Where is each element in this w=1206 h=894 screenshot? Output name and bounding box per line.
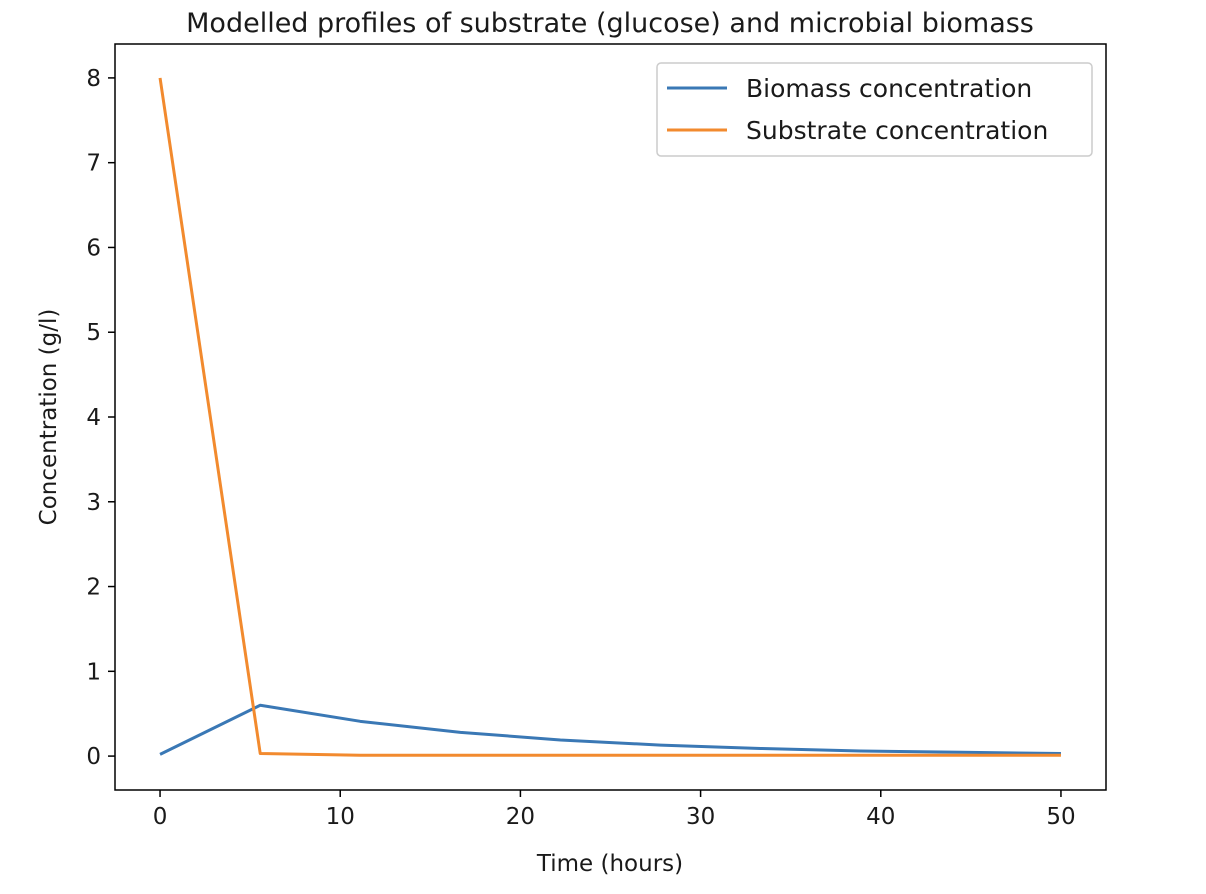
y-tick-label-2: 2 xyxy=(86,575,101,601)
x-tick-label-0: 0 xyxy=(153,804,168,830)
x-tick-label-2: 20 xyxy=(506,804,535,830)
x-tick-label-3: 30 xyxy=(686,804,715,830)
legend-box xyxy=(656,62,1093,157)
x-axis-label: Time (hours) xyxy=(536,851,683,877)
y-tick-label-7: 7 xyxy=(86,151,101,177)
x-tick-label-1: 10 xyxy=(326,804,355,830)
y-tick-label-6: 6 xyxy=(86,235,101,261)
y-axis-label: Concentration (g/l) xyxy=(36,309,62,526)
y-tick-label-4: 4 xyxy=(86,405,101,431)
x-tick-label-4: 40 xyxy=(866,804,895,830)
legend-label-0: Biomass concentration xyxy=(746,74,1032,103)
chart-title: Modelled profiles of substrate (glucose)… xyxy=(186,8,1034,39)
legend: Biomass concentration Substrate concentra… xyxy=(656,62,1093,157)
y-tick-label-1: 1 xyxy=(86,659,101,685)
y-tick-label-5: 5 xyxy=(86,320,101,346)
legend-label-1: Substrate concentration xyxy=(746,116,1048,145)
y-tick-label-8: 8 xyxy=(86,66,101,92)
y-tick-label-0: 0 xyxy=(86,744,101,770)
series-line-0 xyxy=(159,703,1061,756)
y-tick-label-3: 3 xyxy=(86,490,101,516)
x-tick-label-5: 50 xyxy=(1046,804,1075,830)
series-line-1 xyxy=(158,77,1061,757)
